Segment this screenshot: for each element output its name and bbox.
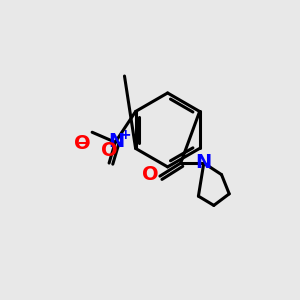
Text: +: + [119,128,131,142]
Text: O: O [142,165,158,184]
Text: O: O [74,134,91,153]
Text: −: − [76,133,90,151]
Text: N: N [108,132,124,151]
Text: N: N [196,153,212,172]
Text: O: O [101,141,117,160]
